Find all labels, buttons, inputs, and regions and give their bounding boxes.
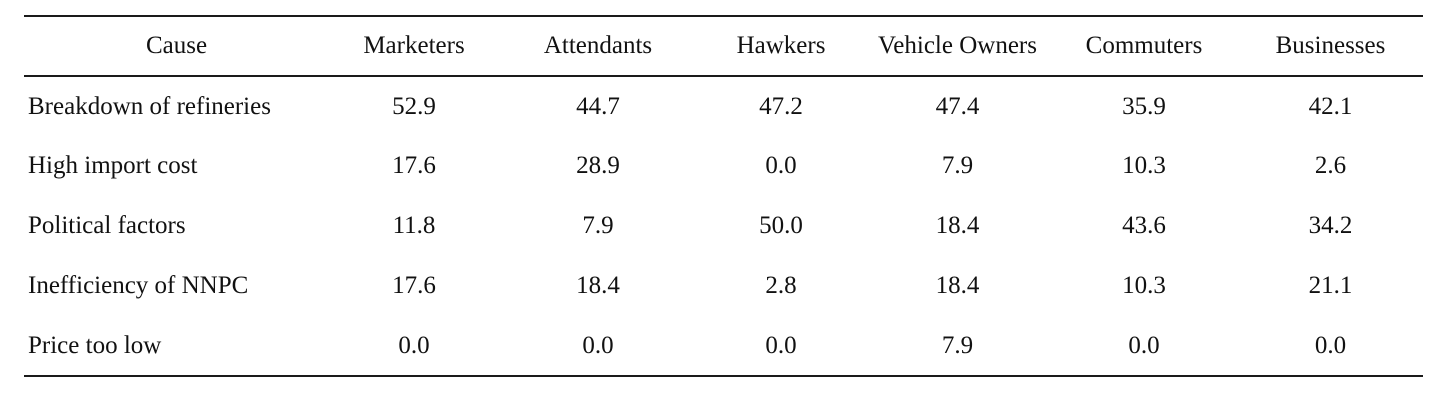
table-cell: 11.8 <box>392 212 436 239</box>
table-cell: 35.9 <box>1122 92 1166 120</box>
table-cell: 7.9 <box>865 316 1050 377</box>
table-cell: 0.0 <box>697 316 865 377</box>
table-cell: 2.6 <box>1314 152 1347 179</box>
table-row: Price too low 0.0 0.0 0.0 7.9 0.0 0.0 <box>24 316 1423 377</box>
table-cell: 18.4 <box>576 272 620 299</box>
row-label: High import cost <box>28 152 198 179</box>
table-row: High import cost 17.6 28.9 0.0 7.9 10.3 … <box>24 136 1423 196</box>
table-cell: 44.7 <box>576 92 620 120</box>
row-label: Price too low <box>24 316 329 377</box>
causes-table: Cause Marketers Attendants Hawkers Vehic… <box>24 15 1423 377</box>
column-header-cause: Cause <box>24 15 329 77</box>
table-cell: 43.6 <box>1122 212 1166 239</box>
table-cell: 52.9 <box>392 92 436 120</box>
column-header-commuters: Commuters <box>1050 15 1238 77</box>
row-label: Inefficiency of NNPC <box>28 272 249 299</box>
table-cell: 18.4 <box>935 272 980 299</box>
table-cell: 7.9 <box>582 212 614 239</box>
table-cell: 42.1 <box>1308 92 1353 120</box>
table-cell: 28.9 <box>576 152 620 179</box>
table-cell: 18.4 <box>935 212 980 239</box>
row-label: Breakdown of refineries <box>28 92 271 120</box>
table-cell: 47.2 <box>759 92 803 120</box>
table-cell: 21.1 <box>1308 272 1353 299</box>
table-cell: 17.6 <box>392 272 436 299</box>
table-row: Political factors 11.8 7.9 50.0 18.4 43.… <box>24 196 1423 256</box>
table-cell: 50.0 <box>759 212 803 239</box>
column-header-attendants: Attendants <box>499 15 697 77</box>
table-cell: 2.8 <box>765 272 797 299</box>
table-cell: 0.0 <box>329 316 499 377</box>
table-cell: 47.4 <box>935 92 980 120</box>
table-cell: 10.3 <box>1122 272 1166 299</box>
column-header-hawkers: Hawkers <box>697 15 865 77</box>
row-label: Political factors <box>28 212 186 239</box>
header-row: Cause Marketers Attendants Hawkers Vehic… <box>24 15 1423 77</box>
table-cell: 0.0 <box>765 152 797 179</box>
table-row: Breakdown of refineries 52.9 44.7 47.2 4… <box>24 76 1423 136</box>
column-header-marketers: Marketers <box>329 15 499 77</box>
table-cell: 7.9 <box>941 152 974 179</box>
table-cell: 0.0 <box>499 316 697 377</box>
column-header-vehicle-owners: Vehicle Owners <box>865 15 1050 77</box>
table-cell: 0.0 <box>1050 316 1238 377</box>
table-cell: 34.2 <box>1308 212 1353 239</box>
table-cell: 17.6 <box>392 152 436 179</box>
data-table-container: Cause Marketers Attendants Hawkers Vehic… <box>24 15 1423 377</box>
table-cell: 0.0 <box>1238 316 1423 377</box>
table-cell: 10.3 <box>1122 152 1166 179</box>
table-row: Inefficiency of NNPC 17.6 18.4 2.8 18.4 … <box>24 256 1423 316</box>
column-header-businesses: Businesses <box>1238 15 1423 77</box>
